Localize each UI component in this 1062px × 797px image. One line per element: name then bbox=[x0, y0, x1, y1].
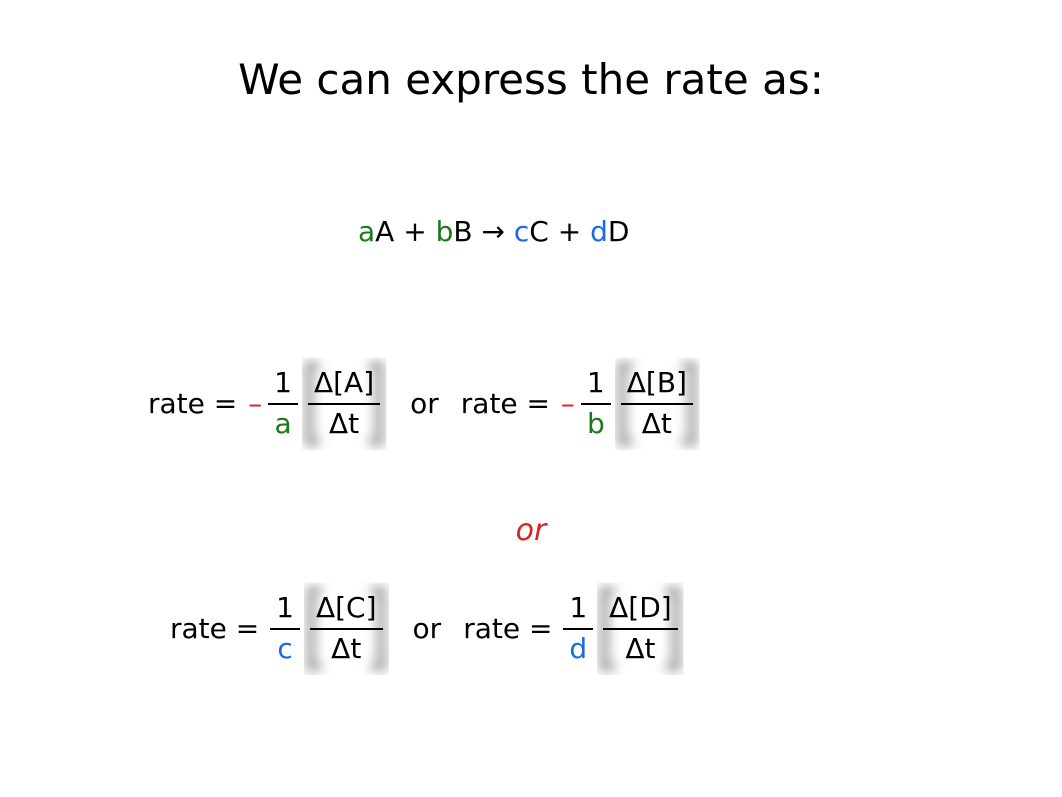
reaction-part: b bbox=[436, 215, 454, 248]
rate-term-a: rate = – 1 a Δ[A] Δt bbox=[148, 368, 388, 440]
rate-row-reactants: rate = – 1 a Δ[A] Δt bbox=[148, 368, 701, 440]
rate-term-c: rate = 1 c Δ[C] Δt bbox=[170, 593, 391, 665]
page-title: We can express the rate as: bbox=[0, 55, 1062, 104]
delta-b: Δ[B] bbox=[621, 368, 693, 399]
fraction-bar bbox=[270, 628, 300, 630]
fraction-bar bbox=[603, 628, 678, 630]
minus-sign: – bbox=[248, 387, 262, 420]
fraction-delta-d: Δ[D] Δt bbox=[603, 593, 678, 665]
fraction-bar bbox=[581, 403, 611, 405]
rate-term-b: rate = – 1 b Δ[B] Δt bbox=[461, 368, 701, 440]
reaction-part: C + bbox=[529, 215, 590, 248]
reaction-part: D bbox=[608, 215, 630, 248]
rate-label: rate = bbox=[148, 387, 246, 420]
coef-c: c bbox=[271, 634, 298, 665]
bracket-delta-c: Δ[C] Δt bbox=[302, 593, 391, 665]
rate-row-products: rate = 1 c Δ[C] Δt bbox=[170, 593, 686, 665]
fraction-1-over-a: 1 a bbox=[268, 368, 298, 440]
bracket-delta-d: Δ[D] Δt bbox=[595, 593, 686, 665]
delta-c: Δ[C] bbox=[310, 593, 383, 624]
fraction-delta-b: Δ[B] Δt bbox=[621, 368, 693, 440]
delta-d: Δ[D] bbox=[603, 593, 678, 624]
fraction-delta-c: Δ[C] Δt bbox=[310, 593, 383, 665]
delta-t: Δt bbox=[636, 409, 678, 440]
delta-t: Δt bbox=[619, 634, 661, 665]
bracket-delta-a: Δ[A] Δt bbox=[300, 368, 388, 440]
or-label: or bbox=[413, 612, 442, 645]
delta-a: Δ[A] bbox=[308, 368, 380, 399]
bracket-delta-b: Δ[B] Δt bbox=[613, 368, 701, 440]
numerator-one: 1 bbox=[581, 368, 611, 399]
numerator-one: 1 bbox=[563, 593, 593, 624]
fraction-bar bbox=[621, 403, 693, 405]
fraction-bar bbox=[308, 403, 380, 405]
reaction-part: c bbox=[514, 215, 529, 248]
fraction-bar bbox=[563, 628, 593, 630]
reaction-part: B → bbox=[453, 215, 513, 248]
rate-label: rate = bbox=[170, 612, 268, 645]
or-middle-label: or bbox=[0, 513, 1062, 548]
coef-d: d bbox=[563, 634, 593, 665]
slide: We can express the rate as: aA + bB → cC… bbox=[0, 0, 1062, 797]
rate-label: rate = bbox=[463, 612, 561, 645]
reaction-part: A + bbox=[375, 215, 435, 248]
fraction-1-over-d: 1 d bbox=[563, 593, 593, 665]
fraction-delta-a: Δ[A] Δt bbox=[308, 368, 380, 440]
or-label: or bbox=[410, 387, 439, 420]
minus-sign: – bbox=[561, 387, 575, 420]
coef-b: b bbox=[581, 409, 611, 440]
fraction-1-over-b: 1 b bbox=[581, 368, 611, 440]
delta-t: Δt bbox=[323, 409, 365, 440]
reaction-part: d bbox=[590, 215, 608, 248]
numerator-one: 1 bbox=[270, 593, 300, 624]
coef-a: a bbox=[268, 409, 297, 440]
fraction-bar bbox=[268, 403, 298, 405]
fraction-1-over-c: 1 c bbox=[270, 593, 300, 665]
delta-t: Δt bbox=[325, 634, 367, 665]
numerator-one: 1 bbox=[268, 368, 298, 399]
fraction-bar bbox=[310, 628, 383, 630]
reaction-part: a bbox=[358, 215, 375, 248]
rate-term-d: rate = 1 d Δ[D] Δt bbox=[463, 593, 686, 665]
reaction-equation: aA + bB → cC + dD bbox=[358, 215, 668, 249]
rate-label: rate = bbox=[461, 387, 559, 420]
